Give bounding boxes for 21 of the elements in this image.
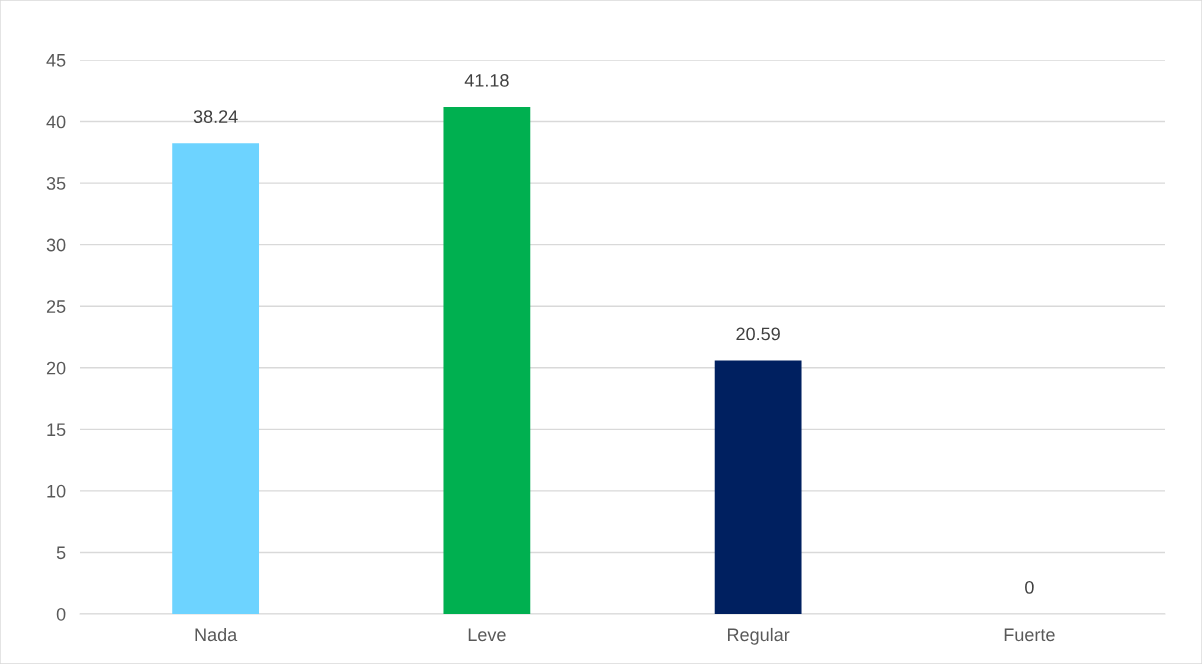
bar [172,143,260,614]
data-label: 0 [1025,580,1034,594]
bar [443,107,531,614]
y-tick-label: 40 [46,115,66,129]
x-tick-label: Leve [468,628,506,642]
y-tick-label: 15 [47,423,66,437]
y-tick-label: 35 [46,177,66,190]
y-tick-label: 45 [46,54,66,67]
y-tick-label: 5 [56,546,66,560]
y-tick-label: 30 [46,238,66,252]
x-tick-label: Fuerte [1004,628,1055,642]
y-tick-label: 25 [46,300,66,313]
x-tick-label: Regular [727,627,790,645]
data-label: 20.59 [736,327,780,341]
data-label: 38.24 [193,110,238,123]
x-tick-label: Nada [195,627,238,642]
y-tick-label: 0 [56,607,66,621]
data-label: 41.18 [464,74,509,87]
y-tick-label: 20 [46,361,66,375]
bar [714,360,802,614]
y-tick-label: 10 [47,484,66,498]
